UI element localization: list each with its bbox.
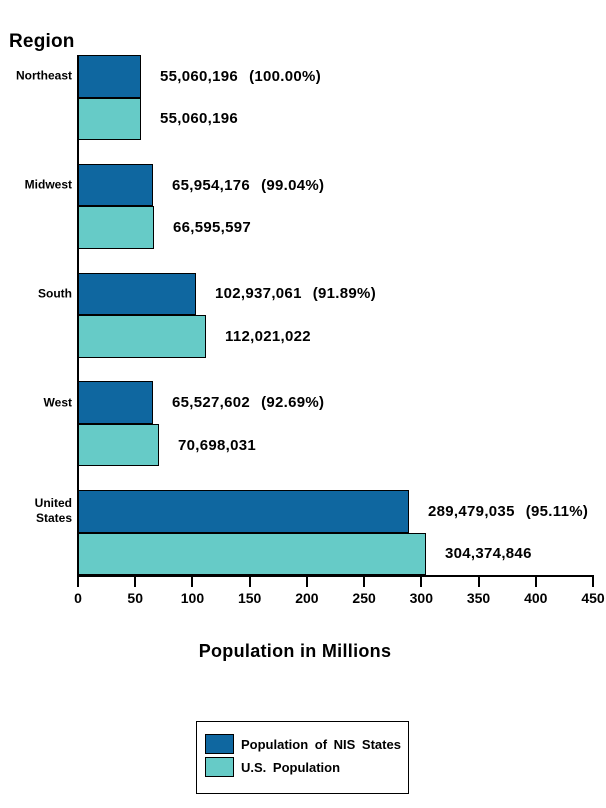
category-label: South xyxy=(38,286,72,301)
legend-entry-us: U.S. Population xyxy=(205,757,340,777)
x-axis-tick xyxy=(134,575,137,587)
us-population-bar xyxy=(78,97,141,140)
bar-value-label: 65,527,602 (92.69%) xyxy=(172,381,324,424)
x-axis-tick-label: 450 xyxy=(581,590,605,606)
x-axis-tick xyxy=(477,575,480,587)
x-axis-tick xyxy=(363,575,366,587)
x-axis-tick xyxy=(77,575,79,587)
x-axis-tick xyxy=(534,575,537,587)
x-axis-tick-label: 200 xyxy=(295,590,319,606)
bar-value-label: 304,374,846 xyxy=(445,533,532,576)
value-text: 304,374,846 xyxy=(445,545,532,563)
percentage-text: (92.69%) xyxy=(261,394,325,411)
percentage-text: (100.00%) xyxy=(249,67,321,85)
x-axis-title: Population in Millions xyxy=(198,641,392,661)
legend-entry-nis: Population of NIS States xyxy=(205,734,401,754)
x-axis-tick-label: 100 xyxy=(180,590,205,606)
x-axis-tick xyxy=(248,575,251,587)
us-population-bar xyxy=(78,532,426,575)
percentage-text: (91.89%) xyxy=(312,285,376,303)
us-population-bar xyxy=(78,315,206,358)
x-axis-tick-label: 400 xyxy=(524,590,548,606)
nis-population-bar xyxy=(78,163,153,207)
x-axis-tick-label: 300 xyxy=(409,590,433,606)
x-axis-tick-label: 350 xyxy=(466,590,491,606)
category-label: United States xyxy=(34,496,72,526)
percentage-text: (95.11%) xyxy=(525,502,589,520)
category-label: West xyxy=(43,395,72,409)
nis-population-bar xyxy=(78,381,153,424)
x-axis-tick-label: 150 xyxy=(237,590,262,606)
value-text: 55,060,196 xyxy=(160,67,239,85)
nis-population-bar xyxy=(78,490,409,533)
bar-value-label: 55,060,196 xyxy=(160,98,238,141)
value-text: 112,021,022 xyxy=(225,327,311,345)
value-text: 66,595,597 xyxy=(173,219,252,236)
value-text: 65,527,602 xyxy=(172,394,251,411)
value-text: 102,937,061 xyxy=(215,285,302,303)
us-population-bar xyxy=(78,423,159,467)
nis-population-bar xyxy=(78,272,196,315)
x-axis-tick-label: 250 xyxy=(352,590,376,606)
bar-value-label: 289,479,035 (95.11%) xyxy=(428,490,588,533)
category-label: Midwest xyxy=(24,177,72,192)
plot-area: 55,060,196 (100.00%) 55,060,196 65,954,176 (… xyxy=(78,55,593,575)
category-label: Northeast xyxy=(15,68,72,83)
value-text: 65,954,176 xyxy=(172,176,251,194)
legend: Population of NIS States U.S. Population xyxy=(196,721,409,794)
legend-label-nis: Population of NIS States xyxy=(241,736,401,752)
x-axis-tick-label: 50 xyxy=(127,590,143,606)
bar-value-label: 102,937,061 (91.89%) xyxy=(215,273,376,316)
nis-population-bar xyxy=(78,55,141,98)
x-axis-line xyxy=(77,575,594,577)
bar-value-label: 66,595,597 xyxy=(173,206,251,249)
bar-value-label: 112,021,022 xyxy=(225,315,311,358)
x-axis-tick-label: 0 xyxy=(74,590,82,606)
x-axis-tick xyxy=(420,575,423,587)
value-text: 70,698,031 xyxy=(178,436,257,454)
value-text: 289,479,035 xyxy=(428,502,515,520)
percentage-text: (99.04%) xyxy=(261,176,325,194)
bar-value-label: 70,698,031 xyxy=(178,424,256,467)
x-axis-tick xyxy=(592,575,594,587)
x-axis-tick xyxy=(191,575,194,587)
x-axis-tick xyxy=(305,575,308,587)
bar-value-label: 65,954,176 (99.04%) xyxy=(172,164,324,207)
us-population-bar xyxy=(78,206,154,249)
y-axis-title: Region xyxy=(9,31,75,52)
legend-swatch-nis xyxy=(205,734,234,754)
value-text: 55,060,196 xyxy=(160,110,239,128)
legend-label-us: U.S. Population xyxy=(241,759,341,775)
bar-value-label: 55,060,196 (100.00%) xyxy=(160,55,321,98)
legend-swatch-us xyxy=(205,757,234,777)
